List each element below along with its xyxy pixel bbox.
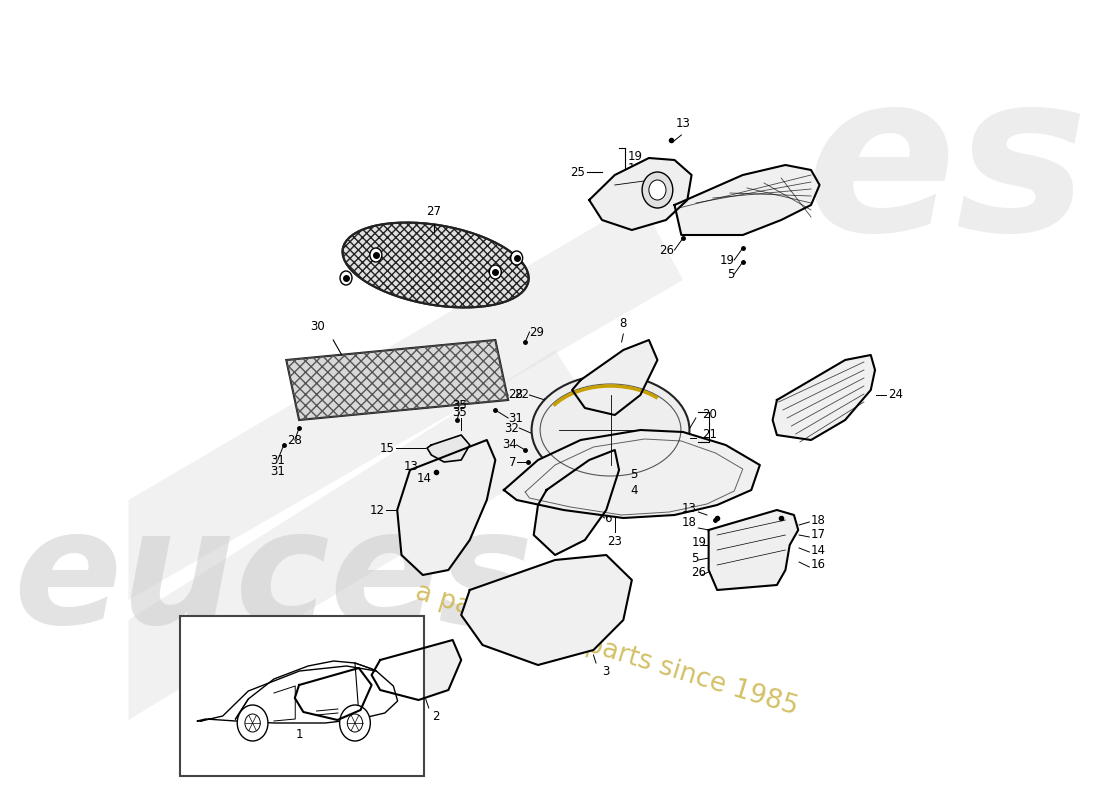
Text: a passion for parts since 1985: a passion for parts since 1985 xyxy=(411,579,801,721)
Text: 10: 10 xyxy=(636,346,651,358)
Circle shape xyxy=(340,271,352,285)
Text: 8: 8 xyxy=(619,317,627,330)
Text: 13: 13 xyxy=(681,502,696,514)
Text: 33: 33 xyxy=(594,475,608,489)
Text: 19: 19 xyxy=(692,535,706,549)
Text: 5: 5 xyxy=(727,267,734,281)
Text: 15: 15 xyxy=(379,442,395,454)
Polygon shape xyxy=(129,200,683,600)
Circle shape xyxy=(490,265,502,279)
Text: 1: 1 xyxy=(295,728,302,741)
Text: 24: 24 xyxy=(888,389,903,402)
Text: es: es xyxy=(806,63,1089,277)
Text: 13: 13 xyxy=(675,117,691,130)
Polygon shape xyxy=(534,450,619,555)
Text: euces: euces xyxy=(13,502,534,658)
Polygon shape xyxy=(286,340,508,420)
Text: 19: 19 xyxy=(719,254,734,266)
Circle shape xyxy=(370,248,382,262)
Text: 26: 26 xyxy=(692,566,706,578)
Circle shape xyxy=(642,172,673,208)
Text: 27: 27 xyxy=(427,205,441,218)
Text: 12: 12 xyxy=(370,503,384,517)
Text: 29: 29 xyxy=(529,326,544,338)
Text: 5: 5 xyxy=(692,551,698,565)
Ellipse shape xyxy=(342,222,529,307)
Polygon shape xyxy=(461,555,631,665)
Text: 14: 14 xyxy=(811,543,826,557)
Text: 31: 31 xyxy=(271,465,285,478)
Text: 4: 4 xyxy=(630,483,638,497)
Text: 3: 3 xyxy=(603,665,609,678)
Polygon shape xyxy=(295,668,372,720)
Text: 6: 6 xyxy=(605,511,612,525)
Text: 28: 28 xyxy=(287,434,303,446)
Text: 23: 23 xyxy=(607,535,623,548)
Text: 5: 5 xyxy=(628,186,635,199)
Text: 18: 18 xyxy=(681,515,696,529)
Polygon shape xyxy=(708,510,799,590)
Polygon shape xyxy=(397,440,495,575)
Text: 21: 21 xyxy=(702,429,717,442)
Ellipse shape xyxy=(531,375,690,485)
Text: 7: 7 xyxy=(509,455,517,469)
Text: 35: 35 xyxy=(452,406,466,418)
Circle shape xyxy=(649,180,666,200)
Text: 19: 19 xyxy=(628,150,642,163)
Circle shape xyxy=(510,251,522,265)
Text: 31: 31 xyxy=(508,411,522,425)
Text: 18: 18 xyxy=(811,514,826,526)
Text: 5: 5 xyxy=(557,518,563,531)
Polygon shape xyxy=(674,165,820,235)
Circle shape xyxy=(348,714,363,732)
Polygon shape xyxy=(572,340,658,415)
Polygon shape xyxy=(129,350,606,720)
Text: 11: 11 xyxy=(540,522,556,534)
Text: 31: 31 xyxy=(271,454,285,466)
Circle shape xyxy=(245,714,261,732)
Text: 26: 26 xyxy=(660,243,674,257)
Text: 34: 34 xyxy=(502,438,517,451)
Polygon shape xyxy=(504,430,760,518)
Text: 28: 28 xyxy=(508,389,522,402)
Text: 2: 2 xyxy=(432,710,439,723)
Polygon shape xyxy=(372,640,461,700)
Text: 17: 17 xyxy=(811,529,826,542)
Circle shape xyxy=(238,705,268,741)
Bar xyxy=(180,616,425,776)
Text: 14: 14 xyxy=(628,162,642,175)
Text: 22: 22 xyxy=(515,389,529,402)
Polygon shape xyxy=(590,158,692,230)
Polygon shape xyxy=(772,355,874,440)
Text: 5: 5 xyxy=(630,469,638,482)
Text: 9: 9 xyxy=(631,363,639,377)
Polygon shape xyxy=(427,435,470,462)
Text: 35: 35 xyxy=(452,399,466,412)
Text: 14: 14 xyxy=(416,471,431,485)
Text: 13: 13 xyxy=(628,174,642,187)
Text: 20: 20 xyxy=(702,409,717,422)
Text: 13: 13 xyxy=(404,459,418,473)
Text: 25: 25 xyxy=(570,166,585,178)
Text: 32: 32 xyxy=(504,422,519,434)
Text: 30: 30 xyxy=(310,320,326,333)
Text: 16: 16 xyxy=(811,558,826,571)
Circle shape xyxy=(340,705,371,741)
